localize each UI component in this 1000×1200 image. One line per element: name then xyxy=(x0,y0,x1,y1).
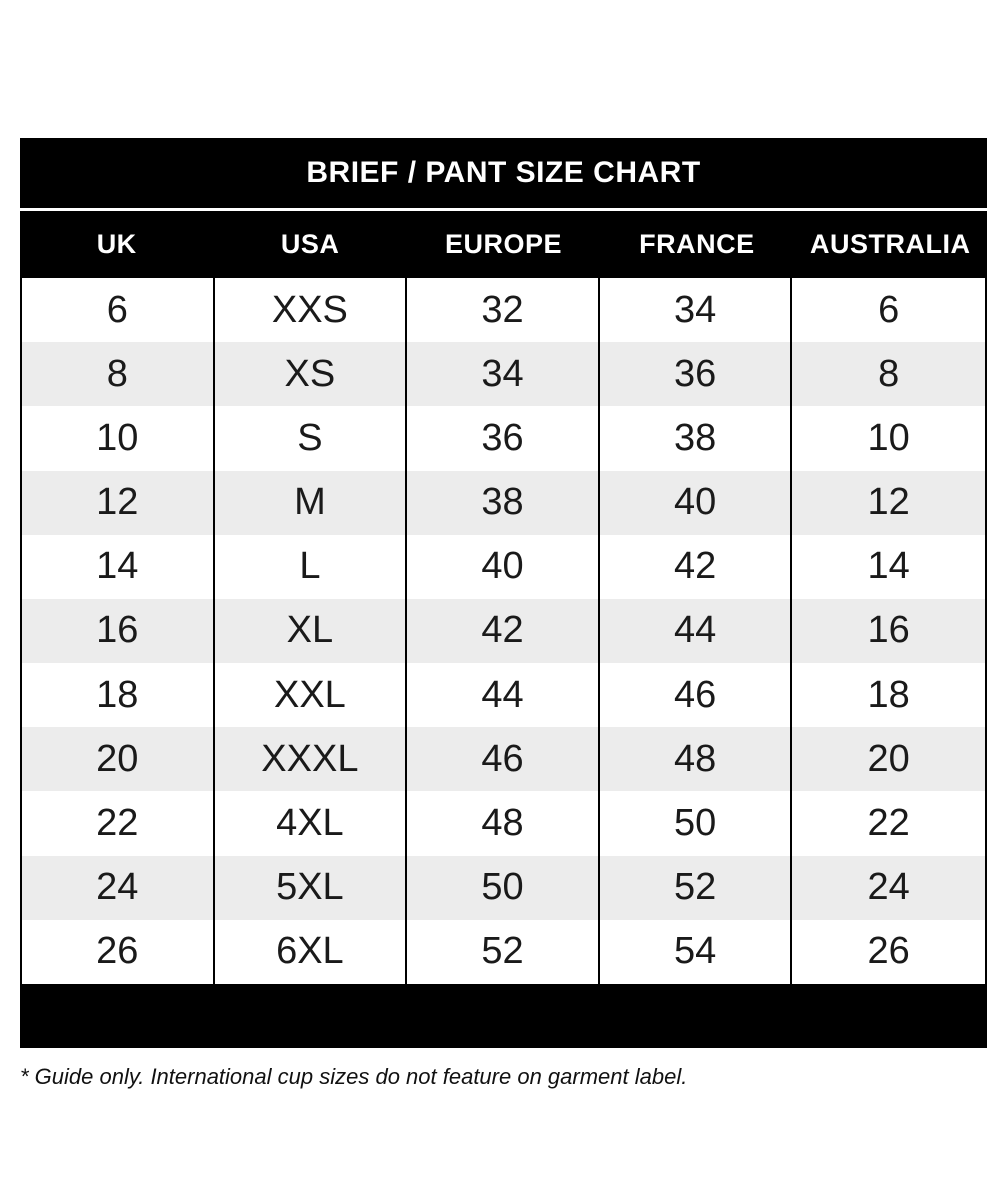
table-cell: 36 xyxy=(407,406,600,471)
table-cell: 38 xyxy=(407,470,600,535)
table-cell: 34 xyxy=(600,278,793,343)
table-cell: XXXL xyxy=(215,727,408,792)
table-cell: 22 xyxy=(22,791,215,856)
title-separator xyxy=(20,208,987,211)
table-cell: 8 xyxy=(22,342,215,407)
table-row: 22 4XL 48 50 22 xyxy=(22,791,985,856)
table-footer-bar xyxy=(20,984,987,1048)
footnote: * Guide only. International cup sizes do… xyxy=(20,1064,688,1089)
table-cell: 10 xyxy=(22,406,215,471)
table-row: 24 5XL 50 52 24 xyxy=(22,855,985,920)
table-cell: 8 xyxy=(878,352,900,395)
column-header-uk: UK xyxy=(96,229,137,259)
table-cell: 10 xyxy=(867,416,910,459)
table-cell: 12 xyxy=(867,481,910,524)
table-row: 14 L 40 42 14 xyxy=(22,534,985,599)
table-cell: 42 xyxy=(600,534,793,599)
table-cell: M xyxy=(215,470,408,535)
table-cell: 52 xyxy=(600,855,793,920)
table-cell: 6XL xyxy=(215,919,408,984)
table-cell: XXL xyxy=(215,663,408,728)
table-header-row: UK USA EUROPE FRANCE AUSTRALIA xyxy=(20,211,987,278)
table-cell: 40 xyxy=(600,470,793,535)
table-cell: 50 xyxy=(600,791,793,856)
table-cell: 18 xyxy=(22,663,215,728)
table-cell: 24 xyxy=(867,866,910,909)
table-cell: L xyxy=(215,534,408,599)
table-cell: 50 xyxy=(407,855,600,920)
table-cell: 48 xyxy=(407,791,600,856)
table-row: 6 XXS 32 34 6 xyxy=(22,278,985,343)
table-cell: 6 xyxy=(878,288,900,331)
table-cell: 46 xyxy=(600,663,793,728)
table-cell: XL xyxy=(215,598,408,664)
chart-title: BRIEF / PANT SIZE CHART xyxy=(306,156,701,189)
table-cell: 46 xyxy=(407,727,600,792)
table-cell: 20 xyxy=(22,727,215,792)
table-cell: 38 xyxy=(600,406,793,471)
table-cell: 48 xyxy=(600,727,793,792)
column-header-france: FRANCE xyxy=(639,229,755,259)
table-row: 12 M 38 40 12 xyxy=(22,470,985,535)
table-cell: 42 xyxy=(407,598,600,664)
table-cell: S xyxy=(215,406,408,471)
table-cell: 12 xyxy=(22,470,215,535)
table-cell: 44 xyxy=(407,663,600,728)
table-cell: 6 xyxy=(22,278,215,343)
table-row: 8 XS 34 36 8 xyxy=(22,342,985,407)
table-cell: 18 xyxy=(867,673,910,716)
table-cell: 20 xyxy=(867,737,910,780)
table-cell: 52 xyxy=(407,919,600,984)
table-cell: 14 xyxy=(867,545,910,588)
size-chart: BRIEF / PANT SIZE CHART UK USA EUROPE FRANC… xyxy=(20,138,987,1048)
column-header-usa: USA xyxy=(280,229,340,259)
table-cell: 14 xyxy=(22,534,215,599)
table-cell: 36 xyxy=(600,342,793,407)
table-body: 6 XXS 32 34 6 8 XS 34 36 8 10 S 36 38 10 12 M 38 40 12 14 L 40… xyxy=(20,278,987,984)
table-cell: 26 xyxy=(867,930,910,973)
table-cell: 4XL xyxy=(215,791,408,856)
column-header-europe: EUROPE xyxy=(444,229,562,259)
table-cell: 24 xyxy=(22,855,215,920)
chart-title-bar: BRIEF / PANT SIZE CHART xyxy=(20,138,987,208)
table-row: 26 6XL 52 54 26 xyxy=(22,919,985,984)
table-row: 16 XL 42 44 16 xyxy=(22,598,985,664)
table-cell: 26 xyxy=(22,919,215,984)
table-row: 18 XXL 44 46 18 xyxy=(22,663,985,728)
table-cell: 32 xyxy=(407,278,600,343)
table-cell: 54 xyxy=(600,919,793,984)
table-row: 10 S 36 38 10 xyxy=(22,406,985,471)
table-cell: 22 xyxy=(867,802,910,845)
table-row: 20 XXXL 46 48 20 xyxy=(22,727,985,792)
table-cell: XS xyxy=(215,342,408,407)
table-cell: 16 xyxy=(867,609,910,652)
table-cell: XXS xyxy=(215,278,408,343)
table-cell: 5XL xyxy=(215,855,408,920)
table-cell: 44 xyxy=(600,598,793,664)
table-cell: 16 xyxy=(22,598,215,664)
column-header-australia: AUSTRALIA xyxy=(810,229,971,259)
table-cell: 34 xyxy=(407,342,600,407)
table-cell: 40 xyxy=(407,534,600,599)
